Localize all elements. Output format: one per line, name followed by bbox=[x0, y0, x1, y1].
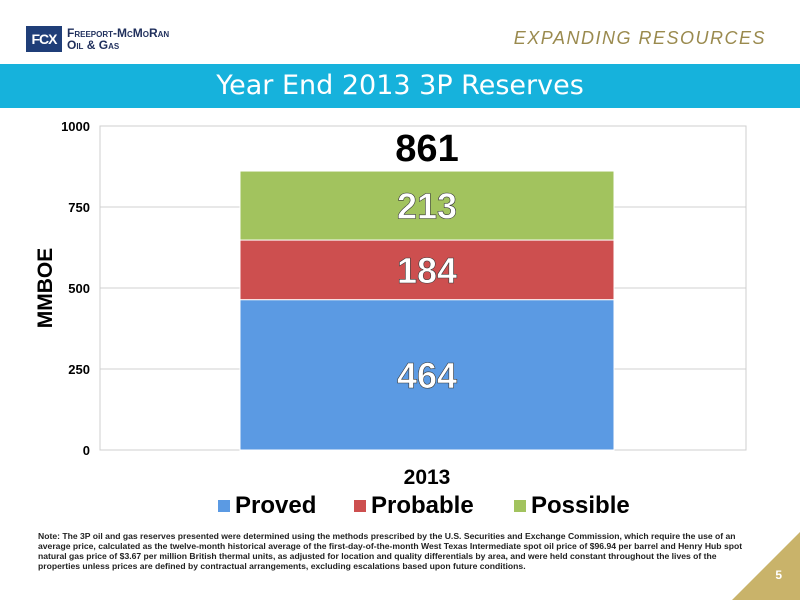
y-tick-label: 750 bbox=[68, 200, 90, 215]
legend-swatch-proved bbox=[218, 500, 230, 512]
company-name: Freeport-McMoRan Oil & Gas bbox=[67, 27, 169, 51]
bar-segment-proved bbox=[239, 299, 615, 451]
company-name-line1: Freeport-McMoRan bbox=[67, 26, 170, 40]
data-label-proved: 464 bbox=[397, 355, 457, 396]
y-axis-label: MMBOE bbox=[34, 248, 57, 329]
x-tick-label: 2013 bbox=[404, 466, 451, 489]
legend-label-proved: Proved bbox=[235, 492, 316, 519]
logo-mark-icon: FCX bbox=[26, 26, 62, 52]
y-tick-label: 500 bbox=[68, 281, 90, 296]
total-label: 861 bbox=[395, 128, 458, 170]
legend-label-possible: Possible bbox=[531, 492, 630, 519]
tagline: EXPANDING RESOURCES bbox=[513, 28, 766, 48]
data-label-probable: 184 bbox=[397, 250, 457, 291]
y-tick-label: 0 bbox=[83, 443, 90, 458]
header: FCX Freeport-McMoRan Oil & Gas EXPANDING… bbox=[0, 0, 800, 64]
y-tick-label: 1000 bbox=[61, 119, 90, 134]
corner-decoration bbox=[732, 532, 800, 600]
company-logo: FCX Freeport-McMoRan Oil & Gas bbox=[26, 22, 169, 56]
bar-segment-probable bbox=[239, 239, 615, 301]
slide-title: Year End 2013 3P Reserves bbox=[216, 70, 584, 101]
legend-swatch-probable bbox=[354, 500, 366, 512]
company-name-line2: Oil & Gas bbox=[67, 38, 120, 52]
bar-segment-possible bbox=[239, 170, 615, 241]
reserves-chart: 0 250 500 750 1000 MMBOE 464 184 213 861 2013 Prove… bbox=[34, 119, 747, 519]
footnote: Note: The 3P oil and gas reserves presen… bbox=[38, 531, 743, 571]
legend-label-probable: Probable bbox=[371, 492, 474, 519]
title-bar: Year End 2013 3P Reserves bbox=[0, 64, 800, 108]
data-label-possible: 213 bbox=[397, 186, 457, 227]
page-number: 5 bbox=[775, 568, 782, 582]
legend-swatch-possible bbox=[514, 500, 526, 512]
y-tick-label: 250 bbox=[68, 362, 90, 377]
